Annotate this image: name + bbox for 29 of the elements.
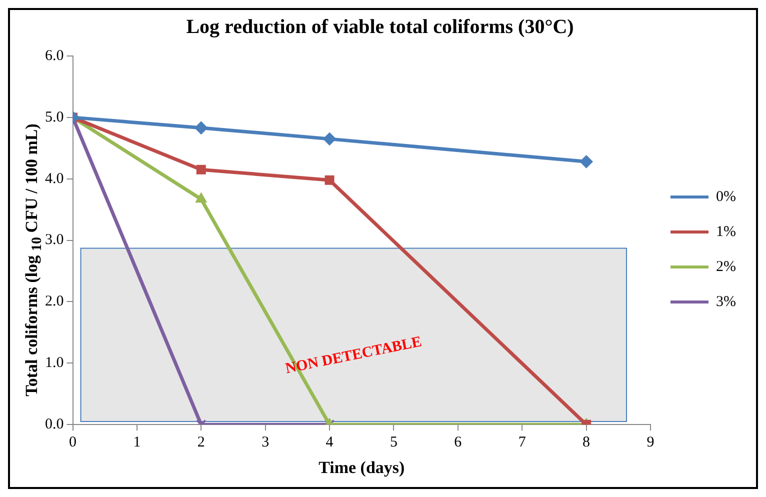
- x-tick-label: 1: [133, 434, 141, 451]
- x-tick-label: 7: [518, 434, 526, 451]
- point: [194, 121, 208, 134]
- point: [580, 155, 593, 168]
- point: [324, 175, 334, 185]
- chart-title: Log reduction of viable total coliforms (30°C): [186, 16, 574, 38]
- y-tick-label: 1.0: [45, 355, 64, 372]
- y-tick-label: 0.0: [45, 416, 64, 433]
- y-tick-label: 3.0: [45, 232, 64, 248]
- y-tick-label: 4.0: [45, 170, 64, 187]
- x-tick-label: 9: [646, 434, 654, 451]
- x-tick-label: 4: [326, 434, 334, 451]
- legend-label: 3%: [716, 294, 736, 310]
- y-tick-label: 5.0: [45, 109, 64, 126]
- x-tick-label: 5: [390, 434, 398, 451]
- x-axis-title: Time (days): [318, 458, 405, 478]
- point: [195, 192, 207, 203]
- x-tick-label: 3: [262, 434, 270, 451]
- legend-label: 2%: [716, 258, 736, 275]
- x-tick-label: 0: [69, 434, 76, 451]
- x-tick-label: 2: [197, 434, 205, 451]
- legend-label: 0%: [716, 188, 736, 205]
- x-tick-label: 8: [582, 434, 590, 451]
- y-tick-label: 6.0: [45, 48, 64, 64]
- point: [196, 164, 206, 174]
- legend-label: 1%: [716, 224, 736, 240]
- point: [323, 132, 336, 146]
- x-tick-label: 6: [454, 434, 462, 451]
- y-tick-label: 2.0: [45, 294, 64, 310]
